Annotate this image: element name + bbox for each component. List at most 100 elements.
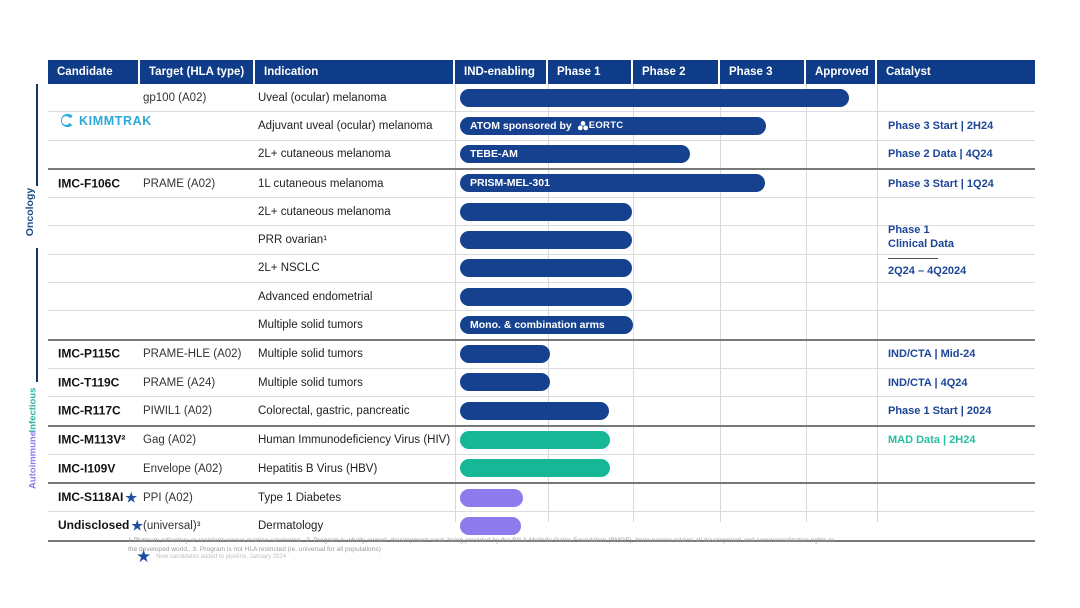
new-candidate-star-icon: ★ <box>125 489 138 505</box>
table-row: 2L+ cutaneous melanoma TEBE-AM Phase 2 D… <box>48 141 1035 170</box>
catalyst-text: Phase 3 Start | 1Q24 <box>888 177 994 190</box>
candidate-name <box>58 90 60 105</box>
catalyst-text: IND/CTA | Mid-24 <box>888 348 976 361</box>
star-legend: ★ New candidates added to pipeline, Janu… <box>136 548 286 565</box>
target-hla: PIWIL1 (A02) <box>143 404 213 417</box>
table-row: Multiple solid tumors Mono. & combinatio… <box>48 311 1035 341</box>
indication-text: 2L+ NSCLC <box>258 262 320 275</box>
catalyst-group-line2: Clinical Data <box>888 237 955 250</box>
table-row: IMC-M113V² Gag (A02) Human Immunodeficie… <box>48 427 1035 455</box>
phase-progress-bar <box>460 259 632 278</box>
target-hla: PRAME (A02) <box>143 177 216 190</box>
column-gridline <box>877 84 878 522</box>
catalyst-text: Phase 1 Start | 2024 <box>888 404 992 417</box>
col-header-indication: Indication <box>255 60 455 84</box>
table-row: IMC-S118AI ★ PPI (A02) Type 1 Diabetes <box>48 484 1035 513</box>
catalyst-text: Phase 3 Start | 2H24 <box>888 119 994 132</box>
candidate-name <box>58 204 60 219</box>
catalyst-text: MAD Data | 2H24 <box>888 434 976 447</box>
phase-progress-bar <box>460 345 550 364</box>
eortc-logo-text: EORTC <box>588 120 624 132</box>
section-label-autoimmune: Autoimmune <box>27 430 39 490</box>
kimmtrak-logo: KIMMTRAK <box>58 112 152 129</box>
phase-progress-bar <box>460 488 523 507</box>
col-header-ind-enabling: IND-enabling <box>455 60 548 84</box>
eortc-logo: EORTC <box>577 120 624 132</box>
table-row: IMC-P115C PRAME-HLE (A02) Multiple solid… <box>48 341 1035 369</box>
catalyst-group-line1: Phase 1 <box>888 224 930 236</box>
candidate-name <box>58 289 60 304</box>
phase-progress-bar <box>460 287 632 306</box>
phase-progress-bar <box>460 431 610 450</box>
phase-progress-bar: PRISM-MEL-301 <box>460 174 765 193</box>
indication-text: Advanced endometrial <box>258 290 373 303</box>
oncology-bracket-line-top <box>36 84 38 186</box>
candidate-name <box>58 118 60 133</box>
kimmtrak-logo-text: KIMMTRAK <box>79 113 152 128</box>
indication-text: Multiple solid tumors <box>258 376 363 389</box>
phase-progress-bar <box>460 88 849 107</box>
kimmtrak-wave-icon <box>60 113 73 128</box>
indication-text: 1L cutaneous melanoma <box>258 177 384 190</box>
col-header-phase2: Phase 2 <box>633 60 720 84</box>
target-hla: PRAME (A24) <box>143 376 216 389</box>
table-row: 2L+ cutaneous melanoma <box>48 198 1035 227</box>
oncology-bracket-line-bottom <box>36 248 38 382</box>
pipeline-table: Candidate Target (HLA type) Indication I… <box>48 60 1035 542</box>
indication-text: 2L+ cutaneous melanoma <box>258 205 391 218</box>
phase-progress-bar <box>460 516 521 535</box>
candidate-name: IMC-F106C <box>58 176 121 191</box>
indication-text: Type 1 Diabetes <box>258 491 342 504</box>
table-row: Adjuvant uveal (ocular) melanoma ATOM sp… <box>48 112 1035 141</box>
phase-progress-bar <box>460 202 632 221</box>
catalyst-group-range: 2Q24 – 4Q2024 <box>888 265 967 277</box>
candidate-name: Undisclosed ★ <box>58 518 144 534</box>
phase-progress-bar: TEBE-AM <box>460 145 690 164</box>
col-header-candidate: Candidate <box>48 60 140 84</box>
indication-text: 2L+ cutaneous melanoma <box>258 148 391 161</box>
indication-text: Uveal (ocular) melanoma <box>258 91 387 104</box>
eortc-mark-icon <box>577 120 588 131</box>
table-row: IMC-T119C PRAME (A24) Multiple solid tum… <box>48 369 1035 398</box>
candidate-name <box>58 233 60 248</box>
candidate-name: IMC-R117C <box>58 403 121 418</box>
catalyst-group-divider <box>888 258 938 259</box>
trial-label: Mono. & combination arms <box>470 318 605 331</box>
section-label-oncology: Oncology <box>24 187 36 237</box>
target-hla: Gag (A02) <box>143 434 197 447</box>
indication-text: Adjuvant uveal (ocular) melanoma <box>258 119 433 132</box>
target-hla: (universal)³ <box>143 520 201 533</box>
phase-progress-bar <box>460 373 550 392</box>
indication-text: PRR ovarian¹ <box>258 234 328 247</box>
trial-label: PRISM-MEL-301 <box>470 177 550 190</box>
col-header-approved: Approved <box>806 60 877 84</box>
trial-label: ATOM sponsored by <box>470 119 572 132</box>
catalyst-group-imc-f106c: Phase 1 Clinical Data 2Q24 – 4Q2024 <box>888 224 966 279</box>
table-row: IMC-I109V Envelope (A02) Hepatitis B Vir… <box>48 455 1035 485</box>
column-gridline <box>633 84 634 522</box>
table-row: IMC-F106C PRAME (A02) 1L cutaneous melan… <box>48 170 1035 199</box>
indication-text: Dermatology <box>258 520 324 533</box>
candidate-name <box>58 261 60 276</box>
candidate-name: IMC-P115C <box>58 346 121 361</box>
candidate-name <box>58 318 60 333</box>
star-legend-icon: ★ <box>136 547 152 566</box>
indication-text: Human Immunodeficiency Virus (HIV) <box>258 434 451 447</box>
candidate-name: IMC-M113V² <box>58 432 126 447</box>
col-header-catalyst: Catalyst <box>877 60 1035 84</box>
footnote-text: 1 Platinum refractory or resistant serou… <box>128 537 834 554</box>
phase-progress-bar <box>460 401 609 420</box>
table-header-row: Candidate Target (HLA type) Indication I… <box>48 60 1035 84</box>
candidate-name: IMC-T119C <box>58 375 120 390</box>
phase-progress-bar: Mono. & combination arms <box>460 315 633 334</box>
phase-progress-bar: ATOM sponsored by EORTC <box>460 116 766 135</box>
table-row: Undisclosed ★ (universal)³ Dermatology <box>48 512 1035 542</box>
column-gridline <box>720 84 721 522</box>
column-gridline <box>455 84 456 522</box>
table-row: Advanced endometrial <box>48 283 1035 312</box>
new-candidate-star-icon: ★ <box>131 518 144 534</box>
catalyst-text: IND/CTA | 4Q24 <box>888 376 968 389</box>
trial-label: TEBE-AM <box>470 148 518 161</box>
indication-text: Multiple solid tumors <box>258 348 363 361</box>
